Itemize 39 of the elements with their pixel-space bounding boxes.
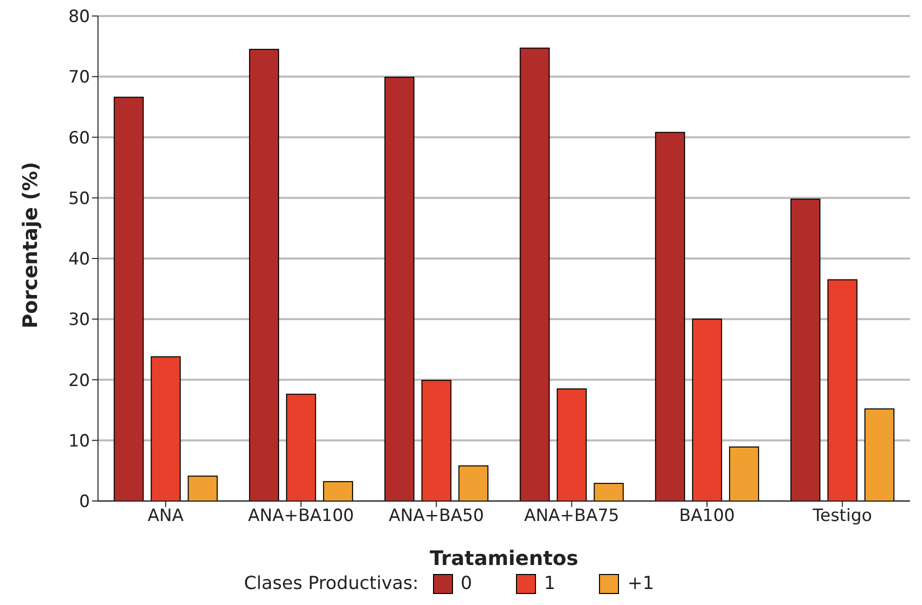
y-tick-label: 50: [68, 188, 90, 209]
bar: [594, 482, 624, 501]
bar: [556, 388, 587, 501]
bar: [655, 132, 686, 501]
bar: [188, 476, 218, 501]
y-tick-label: 20: [68, 370, 90, 391]
y-tick-label: 80: [68, 7, 90, 28]
bar: [384, 76, 414, 501]
legend-label: +1: [627, 573, 654, 594]
bar: [458, 465, 488, 501]
bar: [421, 380, 452, 501]
x-tick-label: Testigo: [812, 506, 872, 526]
bar: [729, 446, 760, 501]
x-tick-label: ANA+BA50: [388, 506, 484, 526]
x-tick-label: ANA+BA75: [524, 506, 620, 526]
bar: [323, 481, 354, 501]
x-axis-title: Tratamientos: [430, 546, 578, 570]
y-tick-label: 30: [68, 310, 90, 330]
x-tick-label: ANA: [148, 506, 184, 526]
bar: [520, 48, 550, 501]
y-tick-label: 60: [68, 128, 90, 148]
bar: [114, 96, 144, 501]
bar: [692, 318, 722, 501]
x-tick-label: ANA+BA100: [248, 506, 354, 526]
legend-label: 0: [460, 573, 472, 594]
y-tick-label: 40: [68, 250, 90, 270]
x-tick-label: BA100: [679, 506, 735, 526]
y-tick-label: 10: [68, 431, 90, 452]
legend-label: 1: [544, 573, 556, 594]
bar: [249, 48, 280, 501]
bar: [790, 198, 820, 501]
bar: [864, 408, 894, 501]
legend-title: Clases Productivas:: [244, 573, 419, 594]
bar: [286, 394, 316, 501]
bar: [150, 356, 181, 501]
y-axis-title: Porcentaje (%): [18, 162, 42, 328]
y-tick-label: 70: [68, 68, 90, 88]
bar: [827, 279, 858, 501]
y-tick-label: 0: [79, 492, 90, 512]
